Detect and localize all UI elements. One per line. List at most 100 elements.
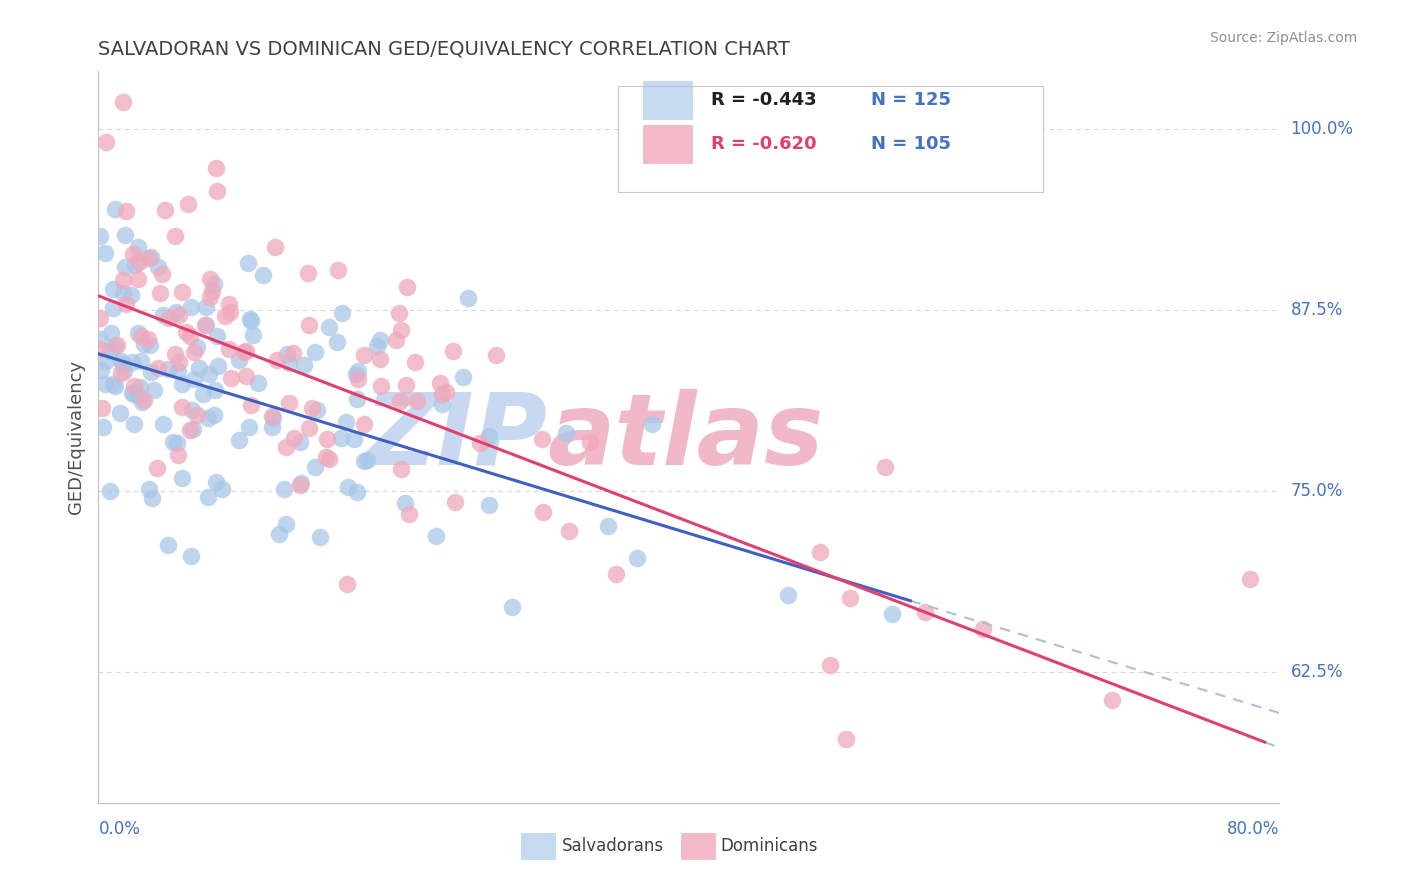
Point <box>353 417 375 431</box>
Point <box>240 314 263 328</box>
Point <box>204 383 226 397</box>
Text: R = -0.620: R = -0.620 <box>711 135 817 153</box>
Point <box>198 367 221 381</box>
Point <box>115 297 138 311</box>
Point <box>457 291 479 305</box>
Point <box>89 342 111 356</box>
Point <box>596 519 619 533</box>
Point <box>218 305 240 319</box>
Point <box>263 240 285 254</box>
FancyBboxPatch shape <box>643 125 693 163</box>
Point <box>201 284 224 298</box>
Point <box>353 454 375 468</box>
Point <box>139 365 162 379</box>
Point <box>129 329 152 343</box>
Point <box>205 475 228 489</box>
Point <box>138 251 160 265</box>
Point <box>115 203 138 218</box>
Point <box>153 202 176 217</box>
FancyBboxPatch shape <box>522 833 555 859</box>
Point <box>579 434 602 449</box>
Point <box>276 347 298 361</box>
Point <box>288 434 311 449</box>
Point <box>146 361 169 376</box>
Point <box>100 326 122 341</box>
Text: N = 125: N = 125 <box>870 91 950 109</box>
Point <box>356 452 378 467</box>
Point <box>318 451 340 466</box>
Point <box>353 348 375 362</box>
Text: Dominicans: Dominicans <box>721 837 818 855</box>
Text: 0.0%: 0.0% <box>98 820 141 838</box>
Point <box>180 549 202 563</box>
Point <box>335 415 357 429</box>
Point <box>174 325 197 339</box>
Point <box>238 419 260 434</box>
Point <box>94 136 117 150</box>
Point <box>478 498 501 512</box>
Point <box>347 364 370 378</box>
Point <box>132 337 155 351</box>
Point <box>228 433 250 447</box>
Point <box>138 332 160 346</box>
Point <box>90 401 112 415</box>
Point <box>150 267 173 281</box>
Point <box>186 340 208 354</box>
Point <box>94 353 117 368</box>
Point <box>626 550 648 565</box>
Point <box>240 398 263 412</box>
Text: 62.5%: 62.5% <box>1291 664 1343 681</box>
Point <box>972 622 994 636</box>
Point <box>131 395 153 409</box>
Point <box>180 300 202 314</box>
Point <box>395 280 418 294</box>
Point <box>236 256 259 270</box>
Point <box>128 255 150 269</box>
Point <box>336 577 359 591</box>
Point <box>157 538 180 552</box>
Point <box>142 383 165 397</box>
Point <box>91 419 114 434</box>
Point <box>914 605 936 619</box>
Point <box>330 306 353 320</box>
Point <box>152 308 174 322</box>
Point <box>183 345 205 359</box>
Point <box>820 657 842 672</box>
Point <box>127 326 149 340</box>
Point <box>114 227 136 242</box>
Point <box>219 370 242 384</box>
Point <box>395 378 418 392</box>
Point <box>121 288 143 302</box>
Point <box>262 409 284 423</box>
Point <box>98 344 121 359</box>
Point <box>183 422 205 436</box>
Point <box>389 462 412 476</box>
Point <box>451 370 474 384</box>
Point <box>122 387 145 401</box>
Point <box>873 459 896 474</box>
Point <box>127 240 149 254</box>
Point <box>247 376 270 390</box>
FancyBboxPatch shape <box>681 833 714 859</box>
Point <box>124 258 146 272</box>
Point <box>194 318 217 332</box>
Point <box>368 351 391 366</box>
Point <box>228 353 250 368</box>
Point <box>112 358 135 372</box>
Point <box>530 432 553 446</box>
Point <box>398 507 420 521</box>
Point <box>425 529 447 543</box>
Point <box>145 460 167 475</box>
Point <box>641 417 664 431</box>
Point <box>204 277 226 291</box>
Point <box>146 260 169 275</box>
Point <box>388 393 411 408</box>
Point <box>389 323 412 337</box>
Text: Salvadorans: Salvadorans <box>561 837 664 855</box>
Point <box>283 431 305 445</box>
Point <box>138 338 160 352</box>
Point <box>128 380 150 394</box>
Point <box>343 432 366 446</box>
Point <box>304 345 326 359</box>
Point <box>531 505 554 519</box>
